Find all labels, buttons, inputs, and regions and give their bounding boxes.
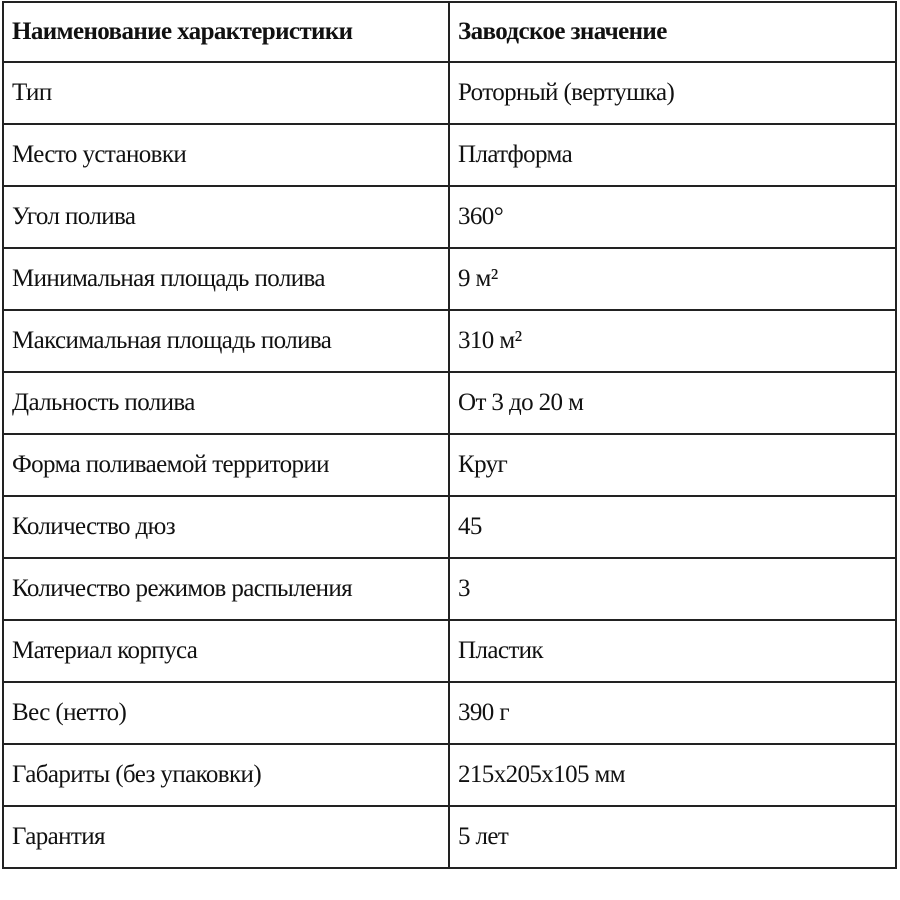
table-cell: Пластик <box>448 619 897 683</box>
table-cell: От 3 до 20 м <box>448 371 897 435</box>
table-cell: Количество дюз <box>2 495 450 559</box>
header-row: Наименование характеристики Заводское зна… <box>2 1 897 63</box>
table-row: Количество режимов распыления 3 <box>2 557 897 621</box>
table-body: Наименование характеристики Заводское зна… <box>2 1 897 869</box>
table-row: Минимальная площадь полива 9 м² <box>2 247 897 311</box>
table-row: Гарантия 5 лет <box>2 805 897 869</box>
header-cell: Заводское значение <box>448 1 897 63</box>
table-row: Форма поливаемой территории Круг <box>2 433 897 497</box>
table-cell: Материал корпуса <box>2 619 450 683</box>
table-cell: Платформа <box>448 123 897 187</box>
table-cell: Круг <box>448 433 897 497</box>
table-cell: 310 м² <box>448 309 897 373</box>
table-cell: Габариты (без упаковки) <box>2 743 450 807</box>
header-cell: Наименование характеристики <box>2 1 450 63</box>
table-row: Габариты (без упаковки) 215x205x105 мм <box>2 743 897 807</box>
table-row: Материал корпуса Пластик <box>2 619 897 683</box>
table-row: Тип Роторный (вертушка) <box>2 61 897 125</box>
table-row: Количество дюз 45 <box>2 495 897 559</box>
table-cell: 360° <box>448 185 897 249</box>
table-cell: Гарантия <box>2 805 450 869</box>
table-cell: Место установки <box>2 123 450 187</box>
table-cell: 5 лет <box>448 805 897 869</box>
table-cell: Угол полива <box>2 185 450 249</box>
table-cell: 390 г <box>448 681 897 745</box>
table-row: Вес (нетто) 390 г <box>2 681 897 745</box>
table-cell: 9 м² <box>448 247 897 311</box>
table-cell: Дальность полива <box>2 371 450 435</box>
table-cell: Форма поливаемой территории <box>2 433 450 497</box>
table-cell: Максимальная площадь полива <box>2 309 450 373</box>
table-cell: 45 <box>448 495 897 559</box>
table-cell: Минимальная площадь полива <box>2 247 450 311</box>
table-row: Место установки Платформа <box>2 123 897 187</box>
table-row: Максимальная площадь полива 310 м² <box>2 309 897 373</box>
table-cell: Вес (нетто) <box>2 681 450 745</box>
table-cell: Тип <box>2 61 450 125</box>
table-cell: Количество режимов распыления <box>2 557 450 621</box>
table-cell: Роторный (вертушка) <box>448 61 897 125</box>
spec-table: Наименование характеристики Заводское зна… <box>2 1 897 869</box>
table-cell: 3 <box>448 557 897 621</box>
table-row: Дальность полива От 3 до 20 м <box>2 371 897 435</box>
table-row: Угол полива 360° <box>2 185 897 249</box>
table-cell: 215x205x105 мм <box>448 743 897 807</box>
